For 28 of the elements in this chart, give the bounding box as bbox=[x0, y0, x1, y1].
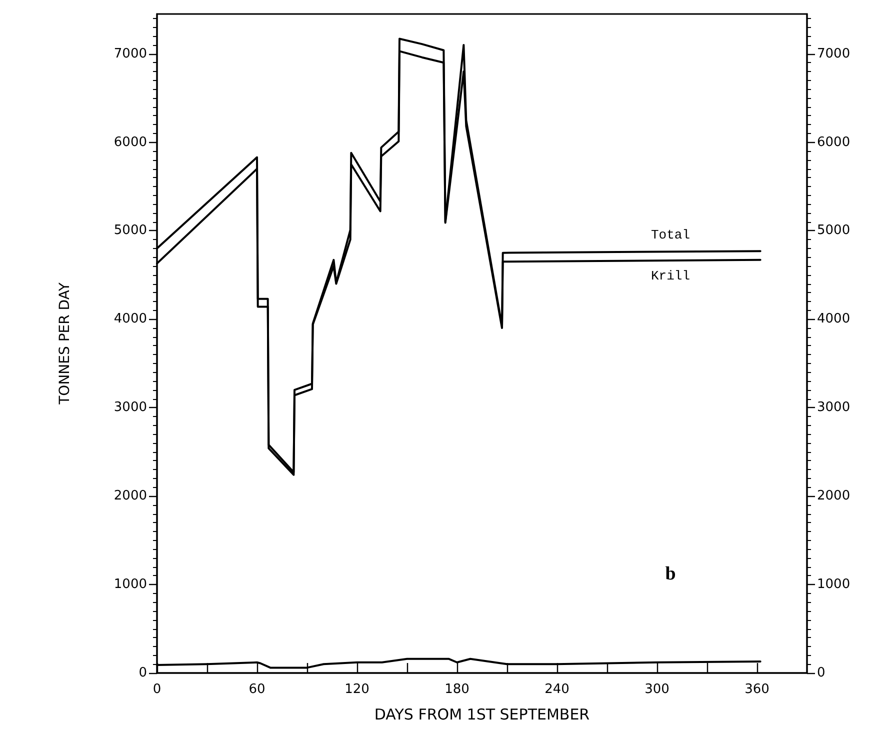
x-tick-label: 60 bbox=[248, 682, 266, 697]
y-tick-label: 0 bbox=[138, 666, 147, 680]
y-tick-label: 4000 bbox=[114, 312, 147, 327]
y2-tick-label: 2000 bbox=[817, 488, 850, 504]
y2-tick-label: 5000 bbox=[817, 223, 850, 238]
y-tick-label: 5000 bbox=[114, 223, 147, 238]
x-axis-title: DAYS FROM 1ST SEPTEMBER bbox=[374, 706, 590, 724]
series-label: Krill bbox=[650, 268, 690, 284]
y-tick-label: 7000 bbox=[114, 46, 147, 62]
y-tick-label: 3000 bbox=[114, 400, 147, 416]
x-tick-label: 360 bbox=[744, 682, 770, 697]
y2-tick-label: 7000 bbox=[817, 46, 850, 62]
annotation: b bbox=[665, 564, 676, 585]
y-tick-label: 1000 bbox=[114, 577, 147, 592]
x-tick-label: 0 bbox=[152, 682, 162, 697]
y-tick-label: 6000 bbox=[114, 134, 147, 150]
x-tick-label: 240 bbox=[544, 682, 570, 697]
x-tick-label: 120 bbox=[344, 682, 370, 697]
y2-tick-label: 6000 bbox=[817, 134, 850, 150]
y-axis-title: TONNES PER DAY bbox=[57, 282, 73, 406]
y2-tick-label: 1000 bbox=[817, 577, 850, 592]
y2-tick-label: 4000 bbox=[817, 312, 850, 327]
y-tick-label: 2000 bbox=[114, 488, 147, 504]
series-label: Total bbox=[650, 228, 690, 243]
x-tick-label: 180 bbox=[444, 682, 470, 697]
y2-tick-label: 0 bbox=[817, 666, 826, 680]
y2-tick-label: 3000 bbox=[817, 400, 850, 416]
x-tick-label: 300 bbox=[644, 682, 670, 697]
